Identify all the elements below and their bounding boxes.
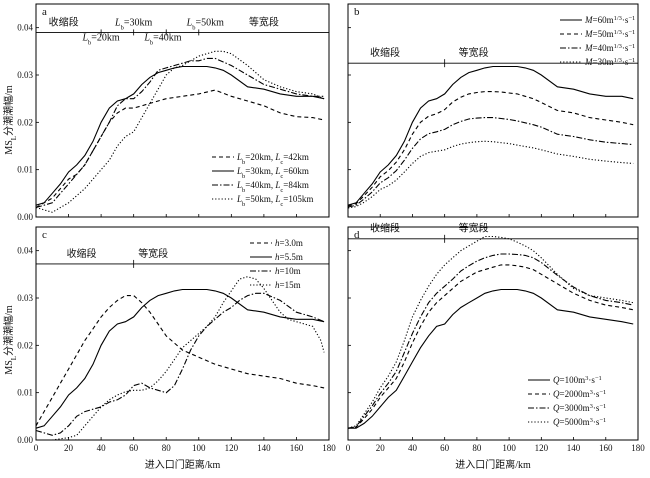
section-annotation: Lb=40km <box>143 32 181 46</box>
plot-frame <box>347 3 639 218</box>
section-annotation: Lb=50km <box>186 17 224 31</box>
legend-entry: Lb=40km, Lc=84km <box>236 180 309 194</box>
x-tick-label: 40 <box>97 443 107 453</box>
legend-entry: Lb=30km, Lc=60km <box>236 166 309 180</box>
x-axis-label: 进入口门距离/km <box>145 458 221 471</box>
x-tick-label: 40 <box>408 443 418 453</box>
section-annotation: 等宽段 <box>138 247 168 260</box>
legend-entry: Q=5000m3·s−1 <box>553 417 606 428</box>
y-tick-label: 0.03 <box>17 70 33 80</box>
plot-frame <box>35 3 330 218</box>
panel-label: d <box>354 229 360 241</box>
x-tick-label: 100 <box>192 443 206 453</box>
y-tick-label: 0.01 <box>17 388 33 398</box>
series-line-dash <box>35 295 325 427</box>
legend-entry: Q=3000m3·s−1 <box>553 403 606 414</box>
section-annotation: 收缩段 <box>370 222 400 235</box>
series-line-dashdot <box>35 292 325 436</box>
x-tick-label: 140 <box>257 443 271 453</box>
legend-entry: Q=2000m3·s−1 <box>553 389 606 400</box>
section-annotation: 收缩段 <box>370 46 400 59</box>
x-tick-label: 0 <box>346 443 351 453</box>
y-tick-label: 0.04 <box>17 23 33 33</box>
legend-entry: h=3.0m <box>275 238 303 248</box>
legend-entry: h=10m <box>275 266 301 276</box>
section-annotation: 等宽段 <box>459 222 489 235</box>
x-tick-label: 180 <box>322 443 336 453</box>
x-tick-label: 60 <box>440 443 450 453</box>
ylabel-bottom: MSL分潮潮幅/m <box>2 305 18 375</box>
y-tick-label: 0.00 <box>17 212 33 222</box>
legend-entry: Q=100m3·s−1 <box>553 375 602 386</box>
series-line-dot <box>347 235 634 429</box>
legend-entry: M=30m1/3·s−1 <box>584 57 635 68</box>
x-tick-label: 180 <box>631 443 645 453</box>
section-annotation: 收缩段 <box>49 15 79 28</box>
legend-entry: M=60m1/3·s−1 <box>584 15 635 26</box>
x-tick-label: 20 <box>376 443 386 453</box>
series-line-dashdot <box>347 253 634 429</box>
series-line-solid <box>35 288 325 429</box>
section-annotation: 等宽段 <box>249 15 279 28</box>
plot-frame <box>35 226 330 441</box>
section-annotation: Lb=20km <box>81 32 119 46</box>
section-annotation: Lb=30km <box>114 17 152 31</box>
legend-entry: Lb=20km, Lc=42km <box>236 152 309 166</box>
y-tick-label: 0.01 <box>17 165 33 175</box>
legend-entry: M=40m1/3·s−1 <box>584 43 635 54</box>
plot-frame <box>347 226 639 441</box>
x-tick-label: 20 <box>64 443 74 453</box>
series-line-dash <box>35 89 325 208</box>
x-tick-label: 60 <box>129 443 139 453</box>
ylabel-top: MSL分潮潮幅/m <box>2 85 18 155</box>
y-tick-label: 0.00 <box>17 435 33 445</box>
panel-label: c <box>42 229 47 241</box>
section-annotation: 收缩段 <box>67 247 97 260</box>
panel-c: 0 20 40 60 80 100 120 140 160 180 0.00 0.01 0.02 0.03… <box>17 226 336 471</box>
x-axis-label: 进入口门距离/km <box>455 458 531 471</box>
x-tick-label: 0 <box>34 443 39 453</box>
series-line-dashdot <box>347 117 634 208</box>
panel-label: b <box>354 6 360 18</box>
series-line-dot <box>36 276 325 441</box>
legend-entry: Lb=50km, Lc=105km <box>236 194 313 208</box>
y-tick-label: 0.03 <box>17 293 33 303</box>
series-line-dashdot <box>35 57 325 209</box>
legend-entry: M=50m1/3·s−1 <box>584 29 635 40</box>
section-annotation: 等宽段 <box>459 46 489 59</box>
series-line-solid <box>35 65 325 206</box>
series-line-dash <box>347 91 634 207</box>
x-tick-label: 100 <box>502 443 516 453</box>
series-line-solid <box>348 288 634 429</box>
series-line-solid <box>347 65 634 206</box>
panel-d: 0 20 40 60 80 100 120 140 160 180 进入口门距离/km d 收缩段 等宽段… <box>346 222 646 471</box>
x-tick-label: 120 <box>225 443 239 453</box>
series-line-dot <box>347 140 634 209</box>
x-tick-label: 120 <box>535 443 549 453</box>
legend-entry: h=5.5m <box>275 252 303 262</box>
x-tick-label: 80 <box>472 443 482 453</box>
legend-entry: h=15m <box>275 280 301 290</box>
x-tick-label: 140 <box>567 443 581 453</box>
y-tick-label: 0.04 <box>17 246 33 256</box>
y-tick-label: 0.02 <box>17 117 33 127</box>
x-tick-label: 160 <box>599 443 613 453</box>
x-tick-label: 80 <box>162 443 172 453</box>
y-tick-label: 0.02 <box>17 340 33 350</box>
panel-label: a <box>42 6 47 18</box>
panel-b: b 收缩段 等宽段 M=60m1/3·s−1 M=50m1/3·s−1 M=40m1/3·… <box>347 3 639 218</box>
x-tick-label: 160 <box>290 443 304 453</box>
series-line-dash <box>347 264 634 429</box>
